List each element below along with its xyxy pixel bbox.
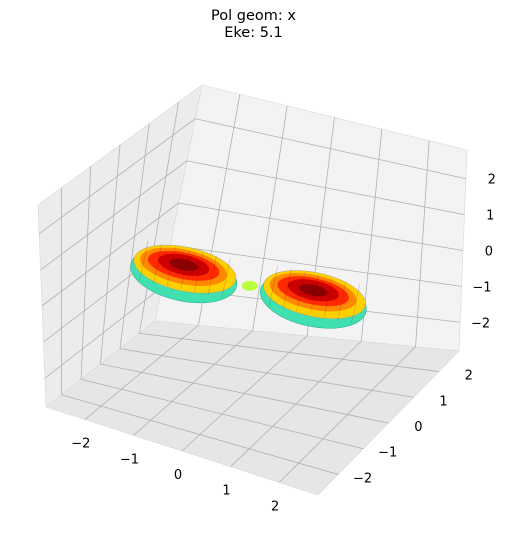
z-tick-label: 2 [488,173,496,188]
title-line-1: Pol geom: x [211,8,296,24]
y-tick-label: 2 [465,369,473,384]
grid-line-z [41,202,179,307]
grid-line-z [186,160,465,215]
grid-line-z [38,118,196,235]
z-tick-label: 1 [486,209,494,224]
title-line-2: Eke: 5.1 [224,25,283,41]
lobe-core [299,284,328,297]
lobe-mesh-line [351,283,361,323]
lobe-mesh-line [166,246,176,286]
orbital-surface [130,240,367,329]
grid-line-y [119,348,414,398]
chart-title: Pol geom: x Eke: 5.1 [0,8,507,42]
orbital-node [241,280,258,291]
lobe-mesh-line [268,266,278,306]
lobe-mesh-line [296,272,306,312]
grid-line-z [195,118,466,180]
orbital-lobe [130,240,238,304]
lobe-core [169,258,199,272]
grid-line-y [139,332,439,372]
lobe-mesh-line [337,280,347,321]
lobe-mesh-line [180,249,190,289]
lobe-mesh-line [323,277,333,318]
y-tick-label: −2 [353,471,372,486]
grid-line-z [178,202,464,251]
x-tick-label: −1 [120,452,139,467]
z-tick-label: −1 [472,280,491,295]
lobe-mesh-line [139,240,149,281]
x-tick-label: 0 [174,468,182,483]
axis-ticks: −2 −1 0 1 2 −2 −1 0 1 2 −2 −1 0 1 2 [71,173,496,515]
orbital-lobe [259,266,367,329]
grid-line-y [61,394,339,475]
z-tick-label: −2 [471,316,490,331]
x-tick-label: 1 [222,484,230,499]
lobe-mesh-line [153,243,163,283]
lobe-mesh-line [194,252,204,292]
y-tick-label: 1 [439,394,447,409]
grid-line-z [44,286,162,379]
x-tick-label: 2 [271,499,279,514]
x-tick-label: −2 [71,437,90,452]
lobe-mesh-line [310,274,319,315]
grid-line-y [80,378,364,450]
floor-pane [45,320,460,496]
lobe-mesh-line [282,269,292,309]
y-tick-label: −1 [378,446,397,461]
lobe-mesh-line [207,255,217,295]
z-tick-label: 0 [485,245,493,260]
y-tick-label: 0 [414,420,422,435]
grid-line-y [100,363,389,424]
grid-line-z [170,244,462,287]
grid-line-z [40,160,188,271]
grid-lines [38,94,466,483]
lobe-mesh-line [221,258,231,298]
